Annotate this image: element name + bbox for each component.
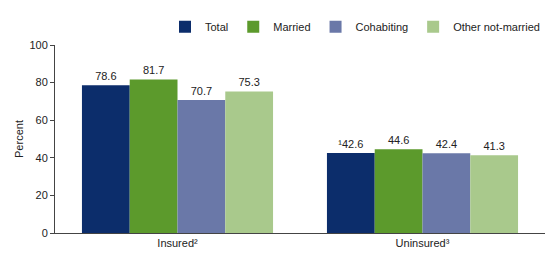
svg-text:41.3: 41.3 — [483, 140, 504, 152]
svg-text:78.6: 78.6 — [95, 70, 116, 82]
svg-text:Married: Married — [273, 21, 310, 33]
svg-text:Total: Total — [205, 21, 228, 33]
svg-text:75.3: 75.3 — [238, 76, 259, 88]
svg-text:20: 20 — [36, 189, 48, 201]
svg-text:Other not-married: Other not-married — [453, 21, 540, 33]
svg-text:100: 100 — [29, 39, 47, 51]
svg-text:44.6: 44.6 — [388, 134, 409, 146]
svg-text:80: 80 — [36, 76, 48, 88]
svg-text:81.7: 81.7 — [143, 64, 164, 76]
svg-text:Percent: Percent — [13, 120, 25, 158]
svg-text:40: 40 — [36, 152, 48, 164]
svg-text:42.4: 42.4 — [436, 138, 457, 150]
svg-text:Cohabiting: Cohabiting — [356, 21, 409, 33]
svg-text:¹42.6: ¹42.6 — [338, 138, 363, 150]
svg-text:0: 0 — [42, 227, 48, 239]
svg-text:70.7: 70.7 — [191, 85, 212, 97]
svg-text:60: 60 — [36, 114, 48, 126]
svg-text:Insured²: Insured² — [157, 237, 198, 249]
svg-text:Uninsured³: Uninsured³ — [396, 237, 450, 249]
